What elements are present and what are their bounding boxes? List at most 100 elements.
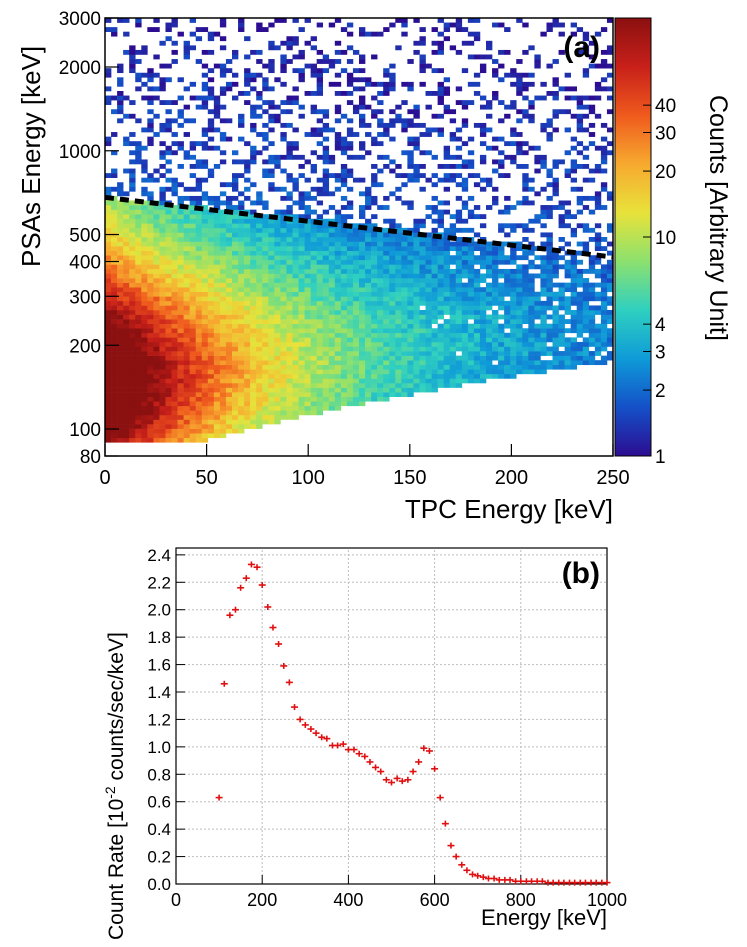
heatmap-cell xyxy=(304,63,311,69)
heatmap-cell xyxy=(256,287,263,293)
heatmap-cell xyxy=(159,195,166,201)
heatmap-cell xyxy=(117,186,124,192)
heatmap-cell xyxy=(334,259,342,265)
heatmap-cell xyxy=(219,278,227,283)
heatmap-cell xyxy=(582,195,590,201)
heatmap-cell xyxy=(147,437,154,443)
heatmap-cell xyxy=(437,300,444,306)
heatmap-cell xyxy=(159,310,166,315)
heatmap-cell xyxy=(479,332,487,338)
heatmap-cell xyxy=(419,186,426,192)
heatmap-cell xyxy=(171,328,178,334)
heatmap-cell xyxy=(183,223,190,229)
heatmap-cell xyxy=(177,424,184,429)
heatmap-cell xyxy=(455,337,463,343)
heatmap-cell xyxy=(419,300,426,306)
heatmap-cell xyxy=(171,291,178,297)
heatmap-cell xyxy=(492,287,499,293)
heatmap-cell xyxy=(449,305,457,311)
heatmap-cell xyxy=(286,122,293,128)
heatmap-cell xyxy=(135,378,142,384)
heatmap-cell xyxy=(147,364,154,370)
heatmap-cell xyxy=(570,291,578,297)
heatmap-cell xyxy=(340,323,348,329)
heatmap-cell xyxy=(340,314,348,320)
heatmap-cell xyxy=(244,77,251,83)
heatmap-cell xyxy=(298,241,305,247)
heatmap-cell xyxy=(244,287,251,293)
heatmap-cell xyxy=(558,205,565,210)
heatmap-cell xyxy=(371,351,378,356)
heatmap-cell xyxy=(286,232,293,238)
heatmap-cell xyxy=(516,264,523,270)
heatmap-cell xyxy=(582,164,590,169)
heatmap-cell xyxy=(213,104,221,110)
heatmap-cell xyxy=(195,387,203,393)
heatmap-cell xyxy=(304,328,311,334)
heatmap-cell xyxy=(383,360,390,366)
heatmap-cell xyxy=(183,351,190,356)
heatmap-cell xyxy=(256,319,263,324)
heatmap-cell xyxy=(383,268,390,274)
heatmap-cell xyxy=(498,49,505,55)
heatmap-cell xyxy=(274,113,281,119)
heatmap-cell xyxy=(135,49,142,55)
heatmap-cell xyxy=(522,95,529,101)
heatmap-cell xyxy=(334,341,342,347)
heatmap-cell xyxy=(147,273,154,279)
heatmap-cell xyxy=(147,127,154,133)
heatmap-cell xyxy=(340,27,348,32)
heatmap-cell xyxy=(304,314,311,320)
heatmap-cell xyxy=(473,310,481,315)
heatmap-cell xyxy=(225,323,233,329)
heatmap-cell xyxy=(606,109,614,115)
heatmap-cell xyxy=(177,145,184,151)
heatmap-cell xyxy=(213,424,221,429)
heatmap-cell xyxy=(365,259,372,265)
heatmap-cell xyxy=(177,341,184,347)
heatmap-cell xyxy=(232,296,239,302)
heatmap-cell xyxy=(546,122,553,128)
heatmap-cell xyxy=(401,127,408,133)
heatmap-cell xyxy=(352,323,360,329)
heatmap-cell xyxy=(359,337,366,343)
heatmap-cell xyxy=(189,154,197,160)
heatmap-cell xyxy=(165,255,172,261)
panel-b: 0 200 400 600 800 1000 0.00.20.40.60.81.01.21… xyxy=(102,546,627,940)
heatmap-cell xyxy=(171,369,178,375)
heatmap-cell xyxy=(195,410,203,416)
heatmap-cell xyxy=(352,223,360,229)
heatmap-cell xyxy=(262,405,269,411)
heatmap-cell xyxy=(346,273,354,279)
heatmap-cell xyxy=(564,264,571,270)
heatmap-cell xyxy=(528,351,535,356)
heatmap-cell xyxy=(153,387,160,393)
heatmap-cell xyxy=(594,351,602,356)
heatmap-cell xyxy=(171,414,178,420)
heatmap-cell xyxy=(588,341,596,347)
heatmap-cell xyxy=(268,255,275,261)
heatmap-cell xyxy=(262,392,269,397)
heatmap-cell xyxy=(159,314,166,320)
heatmap-cell xyxy=(268,68,275,74)
heatmap-cell xyxy=(135,72,142,78)
heatmap-cell xyxy=(383,369,390,375)
heatmap-cell xyxy=(286,414,293,420)
heatmap-cell xyxy=(153,177,160,183)
heatmap-cell xyxy=(322,136,330,142)
heatmap-cell xyxy=(334,323,342,329)
heatmap-cell xyxy=(286,264,293,270)
heatmap-cell xyxy=(473,268,481,274)
heatmap-cell xyxy=(552,314,559,320)
heatmap-cell xyxy=(455,328,463,334)
heatmap-cell xyxy=(407,314,414,320)
heatmap-cell xyxy=(576,273,584,279)
heatmap-cell xyxy=(268,346,275,352)
heatmap-cell xyxy=(117,18,124,23)
heatmap-cell xyxy=(606,268,614,274)
heatmap-cell xyxy=(117,209,124,215)
heatmap-cell xyxy=(516,273,523,279)
y-tick-label: 3000 xyxy=(59,9,101,30)
heatmap-cell xyxy=(516,241,523,247)
heatmap-cell xyxy=(262,264,269,270)
